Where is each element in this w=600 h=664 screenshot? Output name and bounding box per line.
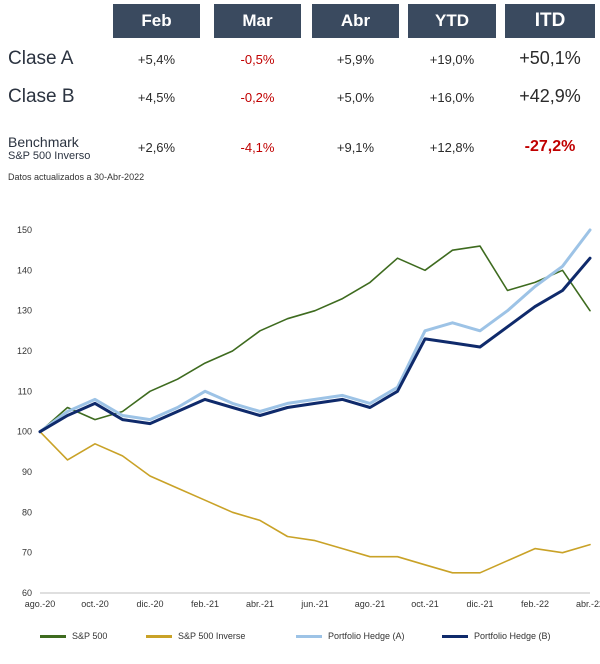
x-tick-label: jun.-21 xyxy=(300,599,329,609)
row-label-clase-a: Clase A xyxy=(8,48,74,69)
legend-swatch-sp500 xyxy=(40,634,66,638)
chart-legend: S&P 500 S&P 500 Inverse Portfolio Hedge … xyxy=(0,631,600,649)
y-tick-label: 130 xyxy=(17,306,32,316)
y-tick-label: 90 xyxy=(22,467,32,477)
benchmark-label: Benchmark xyxy=(8,134,79,150)
legend-label-sp500: S&P 500 xyxy=(72,631,108,641)
cell-benchmark-abr: +9,1% xyxy=(336,140,375,155)
header-mar: Mar xyxy=(214,4,301,38)
row-label-clase-b: Clase B xyxy=(8,86,75,107)
series-line-hedge-b xyxy=(38,256,592,434)
y-tick-label: 100 xyxy=(17,427,32,437)
cell-clase-b-ytd: +16,0% xyxy=(429,90,475,105)
cell-clase-a-ytd: +19,0% xyxy=(429,52,475,67)
benchmark-sublabel: S&P 500 Inverso xyxy=(8,150,91,162)
cell-clase-b-itd: +42,9% xyxy=(519,86,581,106)
series-line-sp500 xyxy=(39,245,591,433)
x-tick-label: ago.-21 xyxy=(355,599,386,609)
y-tick-label: 80 xyxy=(22,507,32,517)
legend-item-hedge-a: Portfolio Hedge (A) xyxy=(296,631,405,641)
cell-benchmark-itd: -27,2% xyxy=(524,138,576,155)
series-line-hedge-a xyxy=(38,228,592,434)
legend-item-sp500: S&P 500 xyxy=(40,631,107,641)
cell-clase-a-itd: +50,1% xyxy=(519,48,581,68)
y-tick-label: 70 xyxy=(22,548,32,558)
y-tick-label: 140 xyxy=(17,265,32,275)
legend-label-hedge-a: Portfolio Hedge (A) xyxy=(328,631,405,641)
cell-clase-b-feb: +4,5% xyxy=(137,90,176,105)
x-tick-label: oct.-21 xyxy=(411,599,439,609)
x-tick-label: oct.-20 xyxy=(81,599,109,609)
x-tick-label: dic.-20 xyxy=(136,599,163,609)
x-tick-label: abr.-22 xyxy=(576,599,600,609)
update-note: Datos actualizados a 30-Abr-2022 xyxy=(8,172,145,182)
header-feb: Feb xyxy=(113,4,200,38)
legend-label-hedge-b: Portfolio Hedge (B) xyxy=(474,631,551,641)
legend-label-sp500-inverse: S&P 500 Inverse xyxy=(178,631,246,641)
cell-benchmark-feb: +2,6% xyxy=(137,140,176,155)
legend-item-sp500-inverse: S&P 500 Inverse xyxy=(146,631,245,641)
cell-clase-a-abr: +5,9% xyxy=(336,52,375,67)
cell-clase-b-mar: -0,2% xyxy=(240,90,275,105)
header-ytd: YTD xyxy=(408,4,496,38)
y-tick-label: 110 xyxy=(18,386,32,396)
legend-swatch-hedge-b xyxy=(442,634,468,638)
cell-clase-a-mar: -0,5% xyxy=(240,52,275,67)
y-tick-label: 120 xyxy=(17,346,32,356)
x-tick-label: abr.-21 xyxy=(246,599,274,609)
x-tick-label: feb.-22 xyxy=(521,599,549,609)
series-line-sp500-inverse xyxy=(39,430,591,574)
x-tick-label: dic.-21 xyxy=(466,599,493,609)
legend-swatch-hedge-a xyxy=(296,634,322,638)
line-chart: 60 70 80 90 100 110 120 130 140 150 ago.-20 oct.-20… xyxy=(17,225,600,609)
x-tick-label: feb.-21 xyxy=(191,599,219,609)
legend-swatch-sp500-inverse xyxy=(146,634,172,638)
cell-clase-a-feb: +5,4% xyxy=(137,52,176,67)
header-itd: ITD xyxy=(505,4,595,38)
cell-benchmark-ytd: +12,8% xyxy=(429,140,475,155)
y-tick-label: 60 xyxy=(22,588,32,598)
y-tick-label: 150 xyxy=(17,225,32,235)
legend-item-hedge-b: Portfolio Hedge (B) xyxy=(442,631,551,641)
header-abr: Abr xyxy=(312,4,399,38)
cell-benchmark-mar: -4,1% xyxy=(240,140,275,155)
x-tick-label: ago.-20 xyxy=(25,599,56,609)
cell-clase-b-abr: +5,0% xyxy=(336,90,375,105)
